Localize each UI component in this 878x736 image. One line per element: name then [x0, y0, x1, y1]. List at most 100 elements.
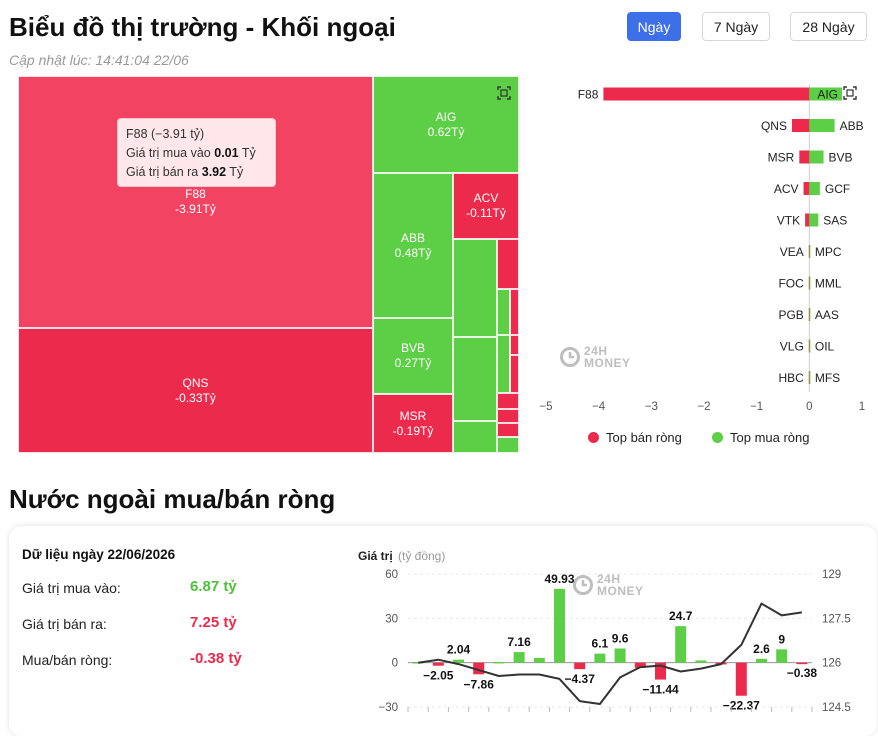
- value-bar: [473, 662, 485, 675]
- tile-ticker: MSR: [399, 408, 427, 423]
- x-tick-label: 1: [859, 401, 865, 413]
- buy-bar: [809, 87, 842, 101]
- value-bar: [554, 588, 565, 663]
- tile-small[interactable]: [497, 239, 519, 289]
- y2-tick-label: 129: [822, 569, 841, 581]
- x-tick-label: −5: [539, 401, 552, 413]
- legend-buy-dot: [712, 432, 723, 443]
- sell-bar-label: VTK: [777, 214, 800, 228]
- x-tick-label: −2: [697, 401, 710, 413]
- tile-small[interactable]: [453, 337, 497, 421]
- tile-qns[interactable]: QNS -0.33Tỷ: [18, 328, 373, 453]
- tooltip-sell: Giá trị bán ra 3.92 Tỷ: [126, 165, 244, 179]
- buy-bar-label: ABB: [840, 119, 864, 133]
- tile-small[interactable]: [497, 409, 519, 423]
- net-label: Mua/bán ròng:: [22, 652, 113, 668]
- expand-icon[interactable]: [843, 86, 857, 100]
- tile-small[interactable]: [497, 335, 510, 393]
- value-bar: [453, 659, 464, 663]
- watermark-logo: 24H MONEY: [559, 345, 631, 369]
- buy-bar-label: AIG: [817, 88, 838, 102]
- sell-bar: [803, 182, 810, 195]
- tile-small[interactable]: [510, 289, 519, 335]
- sell-bar: [805, 213, 810, 227]
- page-title: Biểu đồ thị trường - Khối ngoại: [9, 12, 396, 42]
- expand-icon[interactable]: [497, 86, 511, 100]
- tile-small[interactable]: [497, 289, 510, 335]
- tooltip-buy: Giá trị mua vào 0.01 Tỷ: [126, 146, 256, 160]
- y-axis-unit: (tỷ đồng): [398, 549, 445, 563]
- buy-bar: [809, 213, 819, 227]
- tile-ticker: ACV: [473, 191, 499, 205]
- tooltip-title: F88 (−3.91 tỷ): [126, 127, 205, 141]
- tile-ticker: BVB: [400, 341, 425, 355]
- x-tick-label: −4: [592, 401, 606, 413]
- value-bar: [493, 661, 505, 664]
- watermark-line1: 24H: [597, 572, 621, 586]
- value-bar: [776, 649, 788, 663]
- clock-logo-icon: [560, 347, 580, 367]
- sell-bar-label: QNS: [761, 119, 787, 133]
- tile-small[interactable]: [453, 421, 497, 453]
- bar-data-label: 9: [778, 632, 785, 646]
- tile-bvb[interactable]: BVB 0.27Tỷ: [373, 318, 453, 394]
- summary-date: Dữ liệu ngày 22/06/2026: [22, 547, 176, 562]
- value-bar: [533, 657, 545, 663]
- value-bar: [614, 648, 626, 663]
- value-bar: [655, 662, 666, 680]
- sell-bar-label: PGB: [778, 308, 803, 322]
- tile-acv[interactable]: ACV -0.11Tỷ: [453, 173, 519, 239]
- tile-ticker: AIG: [435, 109, 457, 124]
- bar-data-label: −0.38: [787, 666, 818, 680]
- bar-data-label: 7.16: [507, 635, 531, 649]
- updated-timestamp: Cập nhật lúc: 14:41:04 22/06: [9, 52, 189, 68]
- tile-small[interactable]: [497, 393, 519, 409]
- clock-logo-icon: [573, 575, 593, 595]
- value-bar: [735, 662, 747, 696]
- watermark-line2: MONEY: [584, 356, 631, 370]
- value-bar: [574, 662, 586, 670]
- tile-small[interactable]: [453, 239, 497, 337]
- tile-value: -0.19Tỷ: [392, 423, 434, 438]
- range-day-button[interactable]: Ngày: [627, 12, 681, 41]
- tile-value: -0.33Tỷ: [175, 390, 216, 405]
- x-tick-label: −3: [645, 401, 658, 413]
- sell-bar: [808, 308, 810, 321]
- legend-sell-label: Top bán ròng: [606, 430, 682, 445]
- y-tick-label: −30: [378, 702, 398, 714]
- tile-small[interactable]: [497, 437, 519, 453]
- tile-msr[interactable]: MSR -0.19Tỷ: [373, 394, 453, 453]
- sell-bar-label: VLG: [780, 340, 804, 354]
- sell-bar: [603, 87, 810, 101]
- value-bar: [412, 662, 424, 664]
- buy-bar-label: GCF: [825, 182, 850, 196]
- value-bar: [594, 653, 606, 663]
- bar-data-label: −4.37: [565, 672, 596, 686]
- sell-bar-label: FOC: [778, 277, 804, 291]
- tile-small[interactable]: [510, 355, 519, 393]
- sell-value: 7.25 tỷ: [190, 614, 237, 631]
- bar-data-label: −11.44: [642, 683, 679, 697]
- y2-tick-label: 127.5: [822, 613, 851, 625]
- section-title: Nước ngoài mua/bán ròng: [9, 484, 336, 514]
- net-value: -0.38 tỷ: [190, 650, 242, 667]
- buy-bar: [809, 276, 811, 290]
- tile-small[interactable]: [497, 423, 519, 437]
- legend-sell[interactable]: Top bán ròng: [588, 430, 682, 445]
- tile-aig[interactable]: AIG 0.62Tỷ: [373, 76, 519, 173]
- tile-f88[interactable]: F88 -3.91Tỷ: [18, 76, 373, 328]
- value-bar: [432, 662, 444, 666]
- y-axis-title: Giá trị: [358, 549, 393, 563]
- bar-data-label: 2.04: [447, 643, 471, 657]
- range-7day-button[interactable]: 7 Ngày: [702, 12, 770, 41]
- tile-small[interactable]: [510, 335, 519, 355]
- sell-bar: [791, 119, 810, 132]
- value-bar: [796, 662, 808, 665]
- y2-tick-label: 126: [822, 658, 841, 670]
- buy-bar: [809, 150, 824, 164]
- x-tick-label: −1: [750, 401, 763, 413]
- buy-bar: [809, 245, 811, 258]
- legend-buy[interactable]: Top mua ròng: [712, 430, 810, 445]
- range-28day-button[interactable]: 28 Ngày: [790, 12, 867, 41]
- tile-abb[interactable]: ABB 0.48Tỷ: [373, 173, 453, 318]
